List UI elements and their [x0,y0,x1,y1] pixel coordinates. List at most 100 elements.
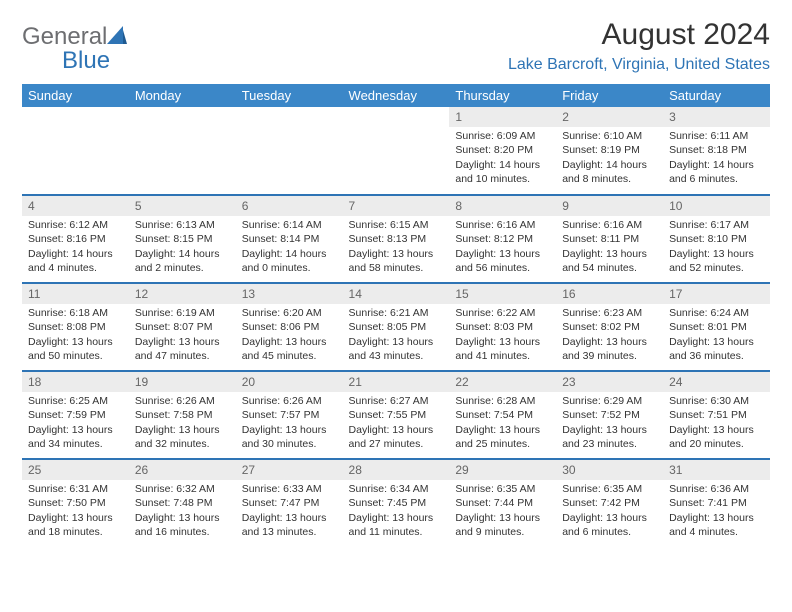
calendar-cell: 2Sunrise: 6:10 AMSunset: 8:19 PMDaylight… [556,107,663,195]
calendar-cell: 18Sunrise: 6:25 AMSunset: 7:59 PMDayligh… [22,371,129,459]
page-title: August 2024 [508,18,770,52]
daylight-line: Daylight: 13 hours and 56 minutes. [455,247,550,275]
day-number: 2 [556,107,663,127]
sunrise-line: Sunrise: 6:24 AM [669,306,764,320]
day-number: 20 [236,372,343,392]
day-details: Sunrise: 6:18 AMSunset: 8:08 PMDaylight:… [22,304,129,367]
calendar-row: 11Sunrise: 6:18 AMSunset: 8:08 PMDayligh… [22,283,770,371]
daylight-line: Daylight: 14 hours and 4 minutes. [28,247,123,275]
sunset-line: Sunset: 7:48 PM [135,496,230,510]
calendar-cell: 23Sunrise: 6:29 AMSunset: 7:52 PMDayligh… [556,371,663,459]
sunset-line: Sunset: 8:05 PM [349,320,444,334]
calendar-row: 25Sunrise: 6:31 AMSunset: 7:50 PMDayligh… [22,459,770,547]
day-number: 29 [449,460,556,480]
calendar-cell: 22Sunrise: 6:28 AMSunset: 7:54 PMDayligh… [449,371,556,459]
sunrise-line: Sunrise: 6:09 AM [455,129,550,143]
day-details: Sunrise: 6:20 AMSunset: 8:06 PMDaylight:… [236,304,343,367]
day-number: 16 [556,284,663,304]
calendar-cell: 5Sunrise: 6:13 AMSunset: 8:15 PMDaylight… [129,195,236,283]
day-number: 4 [22,196,129,216]
logo-text-gray: General [22,23,107,50]
daylight-line: Daylight: 13 hours and 13 minutes. [242,511,337,539]
daylight-line: Daylight: 13 hours and 6 minutes. [562,511,657,539]
day-number: 14 [343,284,450,304]
sunrise-line: Sunrise: 6:30 AM [669,394,764,408]
daylight-line: Daylight: 14 hours and 0 minutes. [242,247,337,275]
sunset-line: Sunset: 7:47 PM [242,496,337,510]
sunset-line: Sunset: 8:03 PM [455,320,550,334]
calendar-cell: 13Sunrise: 6:20 AMSunset: 8:06 PMDayligh… [236,283,343,371]
calendar-cell: 30Sunrise: 6:35 AMSunset: 7:42 PMDayligh… [556,459,663,547]
calendar-cell: 10Sunrise: 6:17 AMSunset: 8:10 PMDayligh… [663,195,770,283]
sunset-line: Sunset: 8:10 PM [669,232,764,246]
day-details: Sunrise: 6:24 AMSunset: 8:01 PMDaylight:… [663,304,770,367]
day-number: 12 [129,284,236,304]
sail-shape-icon [107,26,127,44]
day-details: Sunrise: 6:34 AMSunset: 7:45 PMDaylight:… [343,480,450,543]
calendar-row: 18Sunrise: 6:25 AMSunset: 7:59 PMDayligh… [22,371,770,459]
calendar-header-cell: Sunday [22,84,129,107]
daylight-line: Daylight: 14 hours and 10 minutes. [455,158,550,186]
sunrise-line: Sunrise: 6:21 AM [349,306,444,320]
daylight-line: Daylight: 13 hours and 11 minutes. [349,511,444,539]
calendar-header-cell: Friday [556,84,663,107]
daylight-line: Daylight: 13 hours and 23 minutes. [562,423,657,451]
sunset-line: Sunset: 8:01 PM [669,320,764,334]
day-details: Sunrise: 6:26 AMSunset: 7:58 PMDaylight:… [129,392,236,455]
day-details: Sunrise: 6:12 AMSunset: 8:16 PMDaylight:… [22,216,129,279]
daylight-line: Daylight: 13 hours and 50 minutes. [28,335,123,363]
day-details: Sunrise: 6:31 AMSunset: 7:50 PMDaylight:… [22,480,129,543]
daylight-line: Daylight: 13 hours and 16 minutes. [135,511,230,539]
calendar-row: 4Sunrise: 6:12 AMSunset: 8:16 PMDaylight… [22,195,770,283]
day-number: 11 [22,284,129,304]
calendar-cell [236,107,343,195]
calendar-cell: 12Sunrise: 6:19 AMSunset: 8:07 PMDayligh… [129,283,236,371]
sunrise-line: Sunrise: 6:26 AM [135,394,230,408]
day-number: 5 [129,196,236,216]
day-number: 23 [556,372,663,392]
calendar-cell: 29Sunrise: 6:35 AMSunset: 7:44 PMDayligh… [449,459,556,547]
sunset-line: Sunset: 7:42 PM [562,496,657,510]
day-number: 7 [343,196,450,216]
daylight-line: Daylight: 13 hours and 27 minutes. [349,423,444,451]
day-number: 15 [449,284,556,304]
calendar-cell: 16Sunrise: 6:23 AMSunset: 8:02 PMDayligh… [556,283,663,371]
header: General Blue August 2024 Lake Barcroft, … [22,18,770,74]
day-number: 30 [556,460,663,480]
daylight-line: Daylight: 13 hours and 54 minutes. [562,247,657,275]
day-details: Sunrise: 6:25 AMSunset: 7:59 PMDaylight:… [22,392,129,455]
day-details: Sunrise: 6:29 AMSunset: 7:52 PMDaylight:… [556,392,663,455]
daylight-line: Daylight: 13 hours and 18 minutes. [28,511,123,539]
day-details: Sunrise: 6:10 AMSunset: 8:19 PMDaylight:… [556,127,663,190]
day-details: Sunrise: 6:09 AMSunset: 8:20 PMDaylight:… [449,127,556,190]
daylight-line: Daylight: 14 hours and 6 minutes. [669,158,764,186]
calendar-cell [343,107,450,195]
sunrise-line: Sunrise: 6:15 AM [349,218,444,232]
calendar-header-cell: Tuesday [236,84,343,107]
daylight-line: Daylight: 13 hours and 30 minutes. [242,423,337,451]
sunrise-line: Sunrise: 6:12 AM [28,218,123,232]
day-details: Sunrise: 6:15 AMSunset: 8:13 PMDaylight:… [343,216,450,279]
calendar-cell: 15Sunrise: 6:22 AMSunset: 8:03 PMDayligh… [449,283,556,371]
day-number: 31 [663,460,770,480]
day-details: Sunrise: 6:32 AMSunset: 7:48 PMDaylight:… [129,480,236,543]
sunrise-line: Sunrise: 6:13 AM [135,218,230,232]
daylight-line: Daylight: 13 hours and 41 minutes. [455,335,550,363]
daylight-line: Daylight: 13 hours and 25 minutes. [455,423,550,451]
sunset-line: Sunset: 7:44 PM [455,496,550,510]
calendar-cell: 17Sunrise: 6:24 AMSunset: 8:01 PMDayligh… [663,283,770,371]
sunrise-line: Sunrise: 6:14 AM [242,218,337,232]
day-details: Sunrise: 6:17 AMSunset: 8:10 PMDaylight:… [663,216,770,279]
calendar-cell: 7Sunrise: 6:15 AMSunset: 8:13 PMDaylight… [343,195,450,283]
title-block: August 2024 Lake Barcroft, Virginia, Uni… [508,18,770,74]
calendar-cell: 14Sunrise: 6:21 AMSunset: 8:05 PMDayligh… [343,283,450,371]
sunset-line: Sunset: 8:08 PM [28,320,123,334]
calendar-cell: 1Sunrise: 6:09 AMSunset: 8:20 PMDaylight… [449,107,556,195]
calendar-cell: 24Sunrise: 6:30 AMSunset: 7:51 PMDayligh… [663,371,770,459]
logo-text-blue: Blue [22,47,110,74]
day-details: Sunrise: 6:36 AMSunset: 7:41 PMDaylight:… [663,480,770,543]
day-number: 6 [236,196,343,216]
day-details: Sunrise: 6:28 AMSunset: 7:54 PMDaylight:… [449,392,556,455]
day-number: 9 [556,196,663,216]
sunset-line: Sunset: 8:13 PM [349,232,444,246]
